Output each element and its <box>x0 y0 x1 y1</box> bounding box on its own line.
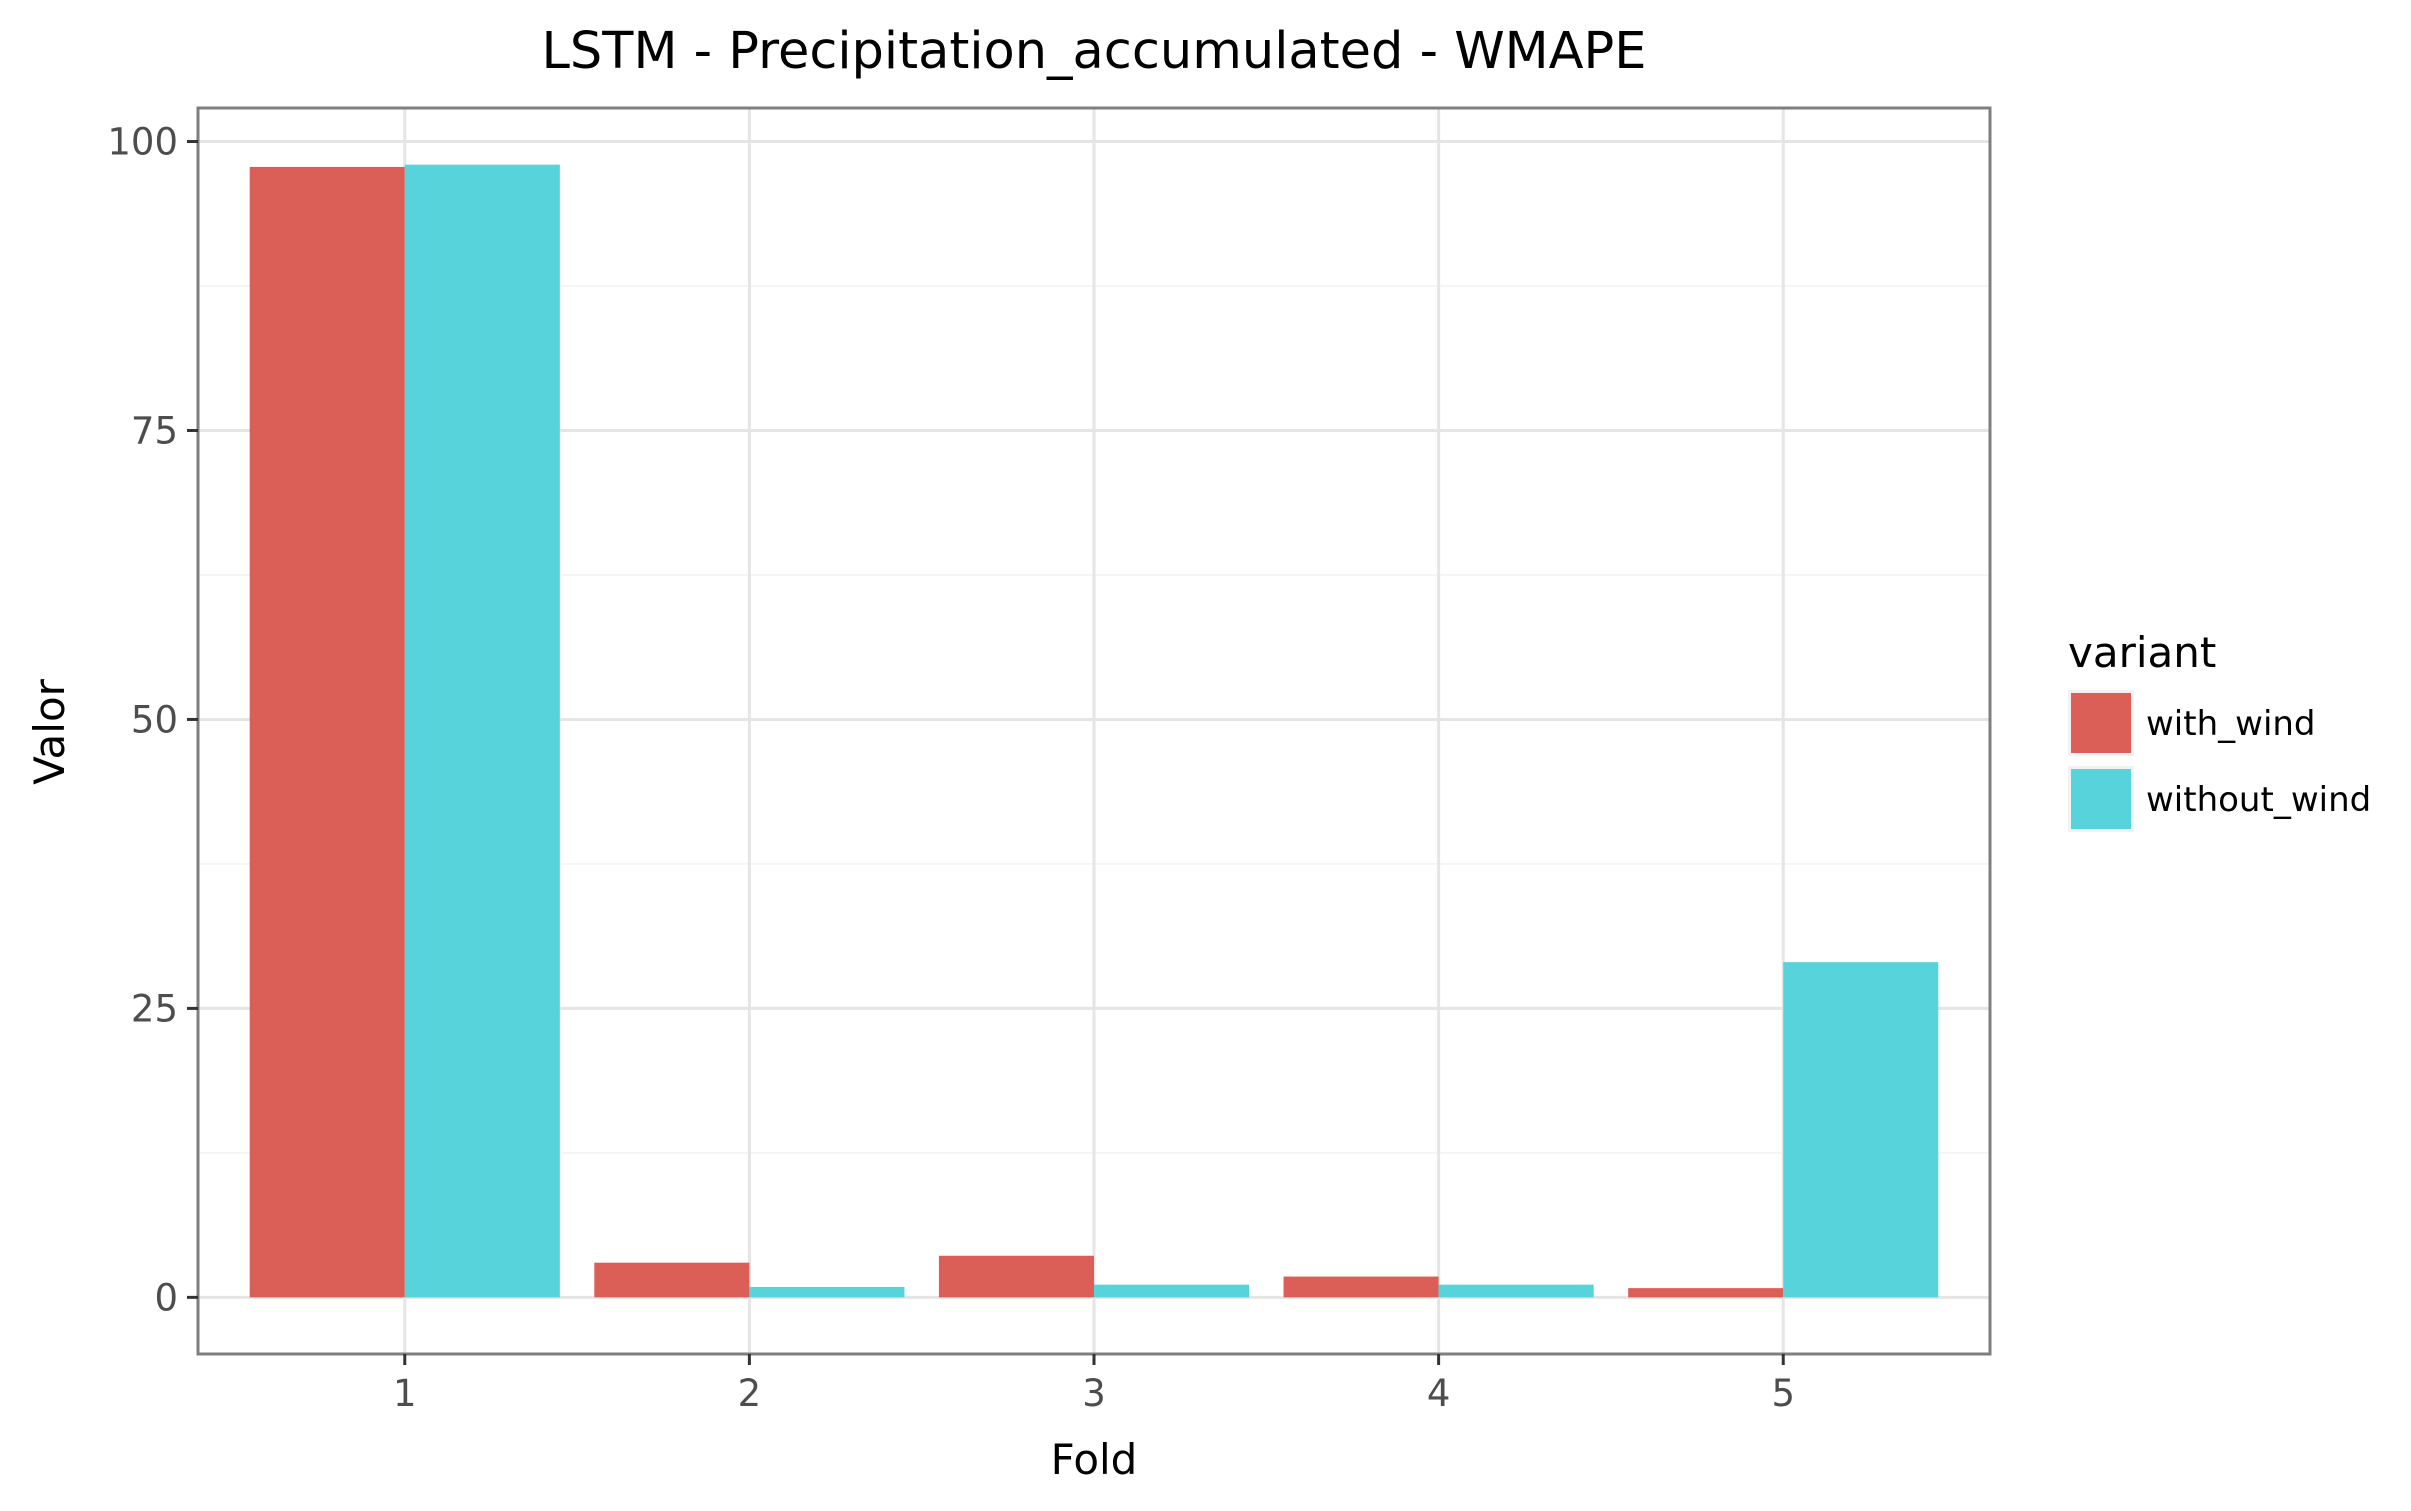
bar-without_wind-fold-5 <box>1783 962 1939 1298</box>
y-tick-label: 0 <box>154 1276 178 1319</box>
legend-label-without_wind: without_wind <box>2146 780 2371 820</box>
x-axis-title: Fold <box>1051 1435 1138 1484</box>
bar-without_wind-fold-4 <box>1438 1284 1594 1298</box>
bar-with_wind-fold-1 <box>249 166 405 1298</box>
bars <box>249 164 1939 1298</box>
legend-label-with_wind: with_wind <box>2146 704 2316 744</box>
legend-title: variant <box>2068 628 2216 677</box>
y-axis-title: Valor <box>25 678 74 785</box>
y-tick-label: 75 <box>131 409 178 452</box>
x-tick-label: 4 <box>1427 1372 1451 1415</box>
legend-swatch-without_wind <box>2071 769 2131 829</box>
legend-swatch-with_wind <box>2071 693 2131 753</box>
y-tick-label: 100 <box>107 121 178 164</box>
y-tick-label: 50 <box>131 698 178 741</box>
bar-with_wind-fold-5 <box>1628 1288 1784 1298</box>
legend: variant with_wind without_wind <box>2068 628 2371 832</box>
chart-title: LSTM - Precipitation_accumulated - WMAPE <box>542 22 1647 81</box>
x-tick-label: 2 <box>738 1372 762 1415</box>
bar-without_wind-fold-2 <box>749 1286 905 1298</box>
y-tick-label: 25 <box>131 987 178 1030</box>
bar-without_wind-fold-3 <box>1094 1284 1250 1298</box>
y-axis: 0 25 50 75 100 <box>107 121 198 1319</box>
x-tick-label: 3 <box>1082 1372 1106 1415</box>
x-tick-label: 5 <box>1771 1372 1795 1415</box>
bar-with_wind-fold-2 <box>594 1262 750 1298</box>
x-axis: 1 2 3 4 5 <box>393 1354 1795 1415</box>
bar-with_wind-fold-3 <box>938 1255 1094 1298</box>
bar-without_wind-fold-1 <box>404 164 560 1298</box>
x-tick-label: 1 <box>393 1372 417 1415</box>
bar-with_wind-fold-4 <box>1283 1276 1439 1298</box>
